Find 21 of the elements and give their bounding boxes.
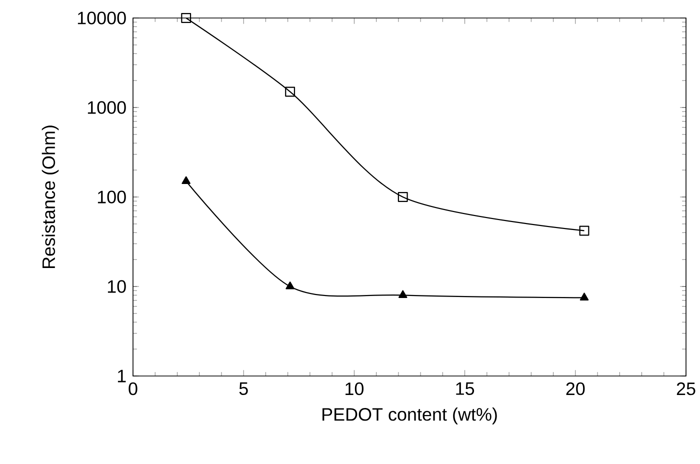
y-axis-title: Resistance (Ohm) bbox=[42, 126, 59, 268]
x-tick-label: 20 bbox=[566, 382, 585, 396]
y-tick-label: 10000 bbox=[78, 12, 126, 24]
y-tick-label: 10 bbox=[108, 280, 126, 293]
y-tick-label: 100 bbox=[98, 190, 126, 204]
point bbox=[398, 290, 408, 298]
point bbox=[580, 292, 589, 300]
x-tick-label: 25 bbox=[676, 382, 696, 396]
point bbox=[181, 13, 192, 23]
x-axis-title: PEDOT content (wt%) bbox=[322, 408, 497, 424]
x-tick-label: 15 bbox=[456, 382, 474, 395]
point bbox=[286, 282, 294, 290]
y-tick-label: 1 bbox=[118, 370, 126, 382]
point bbox=[182, 176, 190, 184]
x-tick-label: 10 bbox=[346, 382, 364, 396]
x-tick-label: 0 bbox=[128, 382, 138, 396]
y-tick-label: 1000 bbox=[88, 101, 126, 114]
point bbox=[398, 192, 408, 202]
x-tick-label: 5 bbox=[239, 382, 248, 395]
point bbox=[579, 226, 590, 236]
point bbox=[285, 86, 296, 97]
